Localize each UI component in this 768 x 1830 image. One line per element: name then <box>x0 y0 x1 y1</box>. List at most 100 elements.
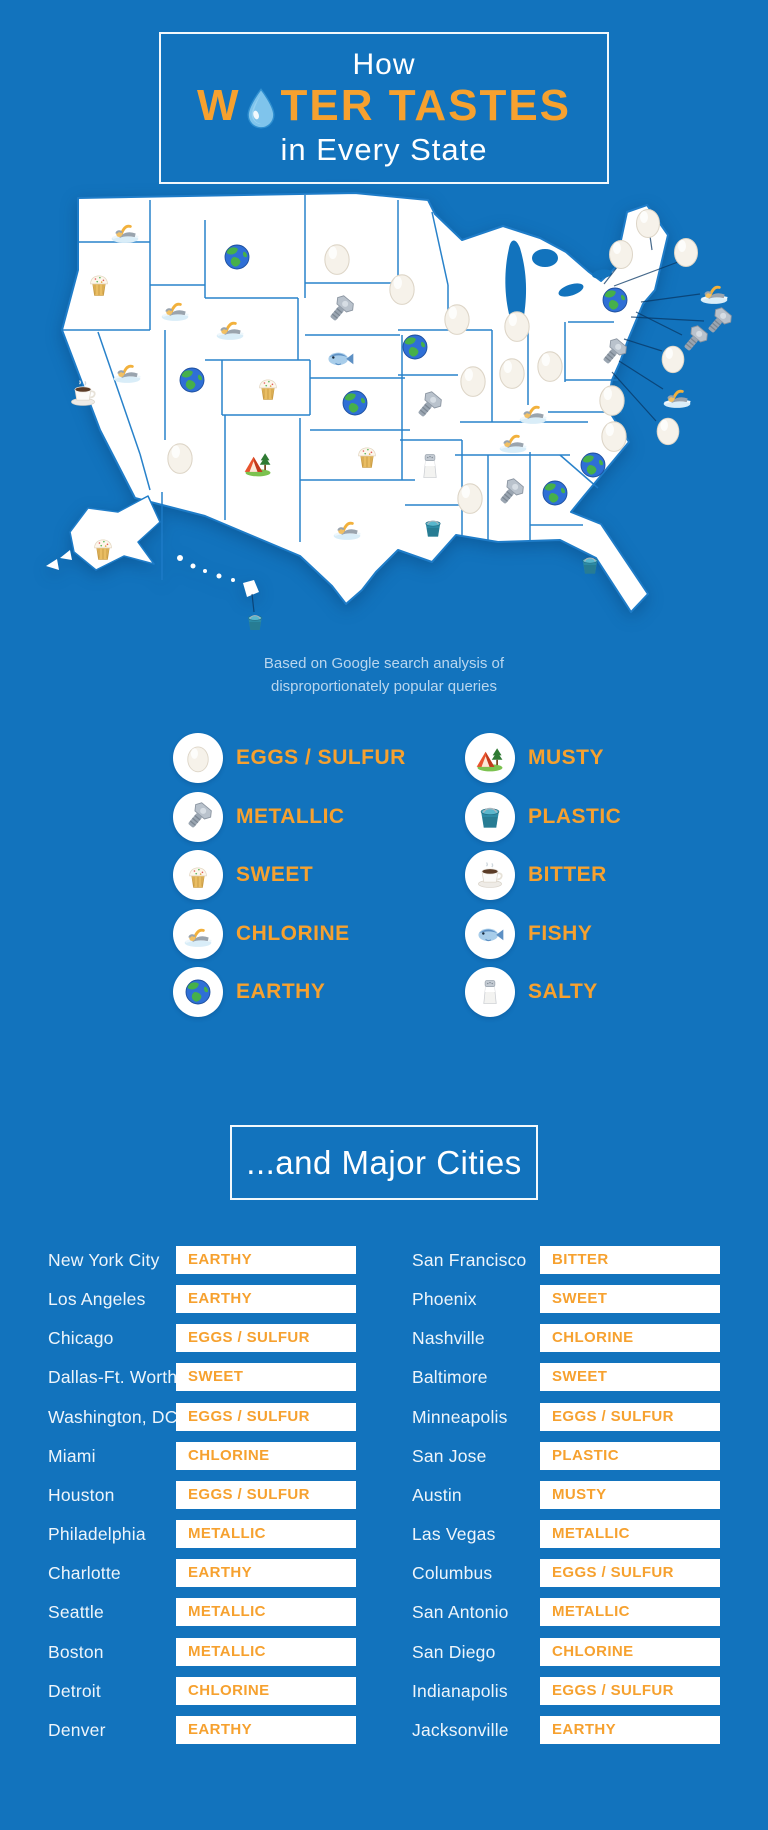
city-name: Chicago <box>48 1328 114 1349</box>
legend-row: EGGS / SULFUR <box>173 733 406 783</box>
coffee-icon <box>465 850 515 900</box>
legend-row: SWEET <box>173 850 406 900</box>
city-name: Philadelphia <box>48 1524 146 1545</box>
city-taste-value: PLASTIC <box>552 1446 619 1464</box>
city-row: San Francisco BITTER <box>0 1246 768 1274</box>
city-taste-box: EGGS / SULFUR <box>176 1402 356 1431</box>
city-name: Los Angeles <box>48 1289 146 1310</box>
city-name: Phoenix <box>412 1289 477 1310</box>
city-row: Las Vegas METALLIC <box>0 1520 768 1549</box>
globe-icon <box>173 967 223 1017</box>
city-name: Boston <box>48 1641 104 1662</box>
egg-icon <box>603 235 639 271</box>
city-taste-box: EARTHY <box>176 1559 356 1588</box>
city-taste-value: EGGS / SULFUR <box>552 1407 674 1425</box>
city-taste-box: EGGS / SULFUR <box>540 1559 720 1588</box>
egg-icon <box>383 269 421 307</box>
city-row: Seattle METALLIC <box>0 1598 768 1627</box>
callout-lines <box>251 235 705 613</box>
fish-icon <box>324 342 356 374</box>
egg-icon <box>493 353 531 391</box>
egg-icon <box>593 380 631 418</box>
city-name: San Jose <box>412 1445 487 1466</box>
legend-label: PLASTIC <box>528 804 622 828</box>
city-taste-value: EARTHY <box>188 1564 253 1582</box>
city-taste-value: EGGS / SULFUR <box>188 1485 310 1503</box>
bucket-icon <box>420 515 446 541</box>
legend-label: FISHY <box>528 921 593 945</box>
swimmer-icon <box>698 275 730 307</box>
swimmer-icon <box>173 908 223 959</box>
swimmer-icon <box>111 354 143 386</box>
salt-icon <box>414 450 446 482</box>
legend-column-right: MUSTY PLASTIC BITTER FISHY SALTY <box>465 733 621 1026</box>
legend-label: EARTHY <box>236 980 326 1003</box>
title-box: How W TER TASTES in Every State <box>159 32 609 184</box>
legend-label: SALTY <box>528 980 598 1003</box>
city-taste-value: METALLIC <box>188 1525 266 1543</box>
city-row: Minneapolis EGGS / SULFUR <box>0 1402 768 1431</box>
coffee-icon <box>67 377 99 409</box>
legend-row: CHLORINE <box>173 908 406 959</box>
egg-icon <box>531 346 569 384</box>
cupcake-icon <box>83 267 115 299</box>
city-taste-value: EARTHY <box>188 1290 253 1308</box>
city-name: Baltimore <box>412 1367 488 1388</box>
bolt-icon <box>494 477 526 509</box>
city-taste-value: EGGS / SULFUR <box>552 1564 674 1582</box>
egg-icon <box>498 306 536 344</box>
title-ter-tastes: TER TASTES <box>280 80 572 130</box>
city-row: Washington, DC EGGS / SULFUR <box>0 1402 768 1431</box>
city-name: Indianapolis <box>412 1680 508 1701</box>
swimmer-icon <box>517 395 549 427</box>
city-taste-value: EGGS / SULFUR <box>188 1329 310 1347</box>
globe-icon <box>599 284 631 316</box>
swimmer-icon <box>109 214 141 246</box>
city-taste-value: EGGS / SULFUR <box>188 1407 310 1425</box>
city-taste-box: METALLIC <box>540 1520 720 1549</box>
city-taste-box: BITTER <box>540 1246 720 1274</box>
city-row: Baltimore SWEET <box>0 1363 768 1392</box>
city-row: Nashville CHLORINE <box>0 1324 768 1353</box>
city-taste-value: CHLORINE <box>188 1681 270 1699</box>
attribution-line-2: disproportionately popular queries <box>271 678 497 696</box>
major-cities-heading: ...and Major Cities <box>230 1125 538 1200</box>
city-taste-value: SWEET <box>552 1290 608 1308</box>
swimmer-icon <box>159 292 191 324</box>
city-taste-box: METALLIC <box>176 1520 356 1549</box>
city-row: Charlotte EARTHY <box>0 1559 768 1588</box>
city-taste-box: EARTHY <box>540 1715 720 1744</box>
city-name: New York City <box>48 1250 160 1270</box>
city-row: New York City EARTHY <box>0 1246 768 1274</box>
city-taste-value: METALLIC <box>552 1525 630 1543</box>
swimmer-icon <box>331 511 363 543</box>
fish-icon <box>465 908 515 959</box>
legend-column-left: EGGS / SULFUR METALLIC SWEET CHLORINE EA… <box>173 733 406 1026</box>
city-row: Columbus EGGS / SULFUR <box>0 1559 768 1588</box>
legend-row: FISHY <box>465 908 621 959</box>
bolt-icon <box>412 390 444 422</box>
city-taste-box: METALLIC <box>540 1598 720 1627</box>
egg-icon <box>651 413 685 447</box>
city-taste-box: SWEET <box>176 1363 356 1392</box>
city-name: Austin <box>412 1484 462 1505</box>
legend-label: CHLORINE <box>236 921 350 945</box>
city-name: Detroit <box>48 1680 101 1701</box>
egg-icon <box>451 478 489 516</box>
bolt-icon <box>597 337 629 369</box>
city-taste-box: SWEET <box>540 1285 720 1314</box>
city-taste-value: METALLIC <box>552 1603 630 1621</box>
swimmer-icon <box>214 311 246 343</box>
swimmer-icon <box>497 424 529 456</box>
city-taste-value: MUSTY <box>552 1485 607 1503</box>
city-name: San Antonio <box>412 1602 509 1623</box>
globe-icon <box>221 241 253 273</box>
city-taste-box: EGGS / SULFUR <box>540 1402 720 1431</box>
globe-icon <box>339 387 371 419</box>
city-taste-box: EARTHY <box>176 1715 356 1744</box>
egg-icon <box>668 233 704 269</box>
globe-icon <box>399 331 431 363</box>
attribution-note: Based on Google search analysis of dispr… <box>0 652 768 699</box>
city-name: Dallas-Ft. Worth <box>48 1367 178 1388</box>
city-taste-box: EGGS / SULFUR <box>540 1676 720 1705</box>
